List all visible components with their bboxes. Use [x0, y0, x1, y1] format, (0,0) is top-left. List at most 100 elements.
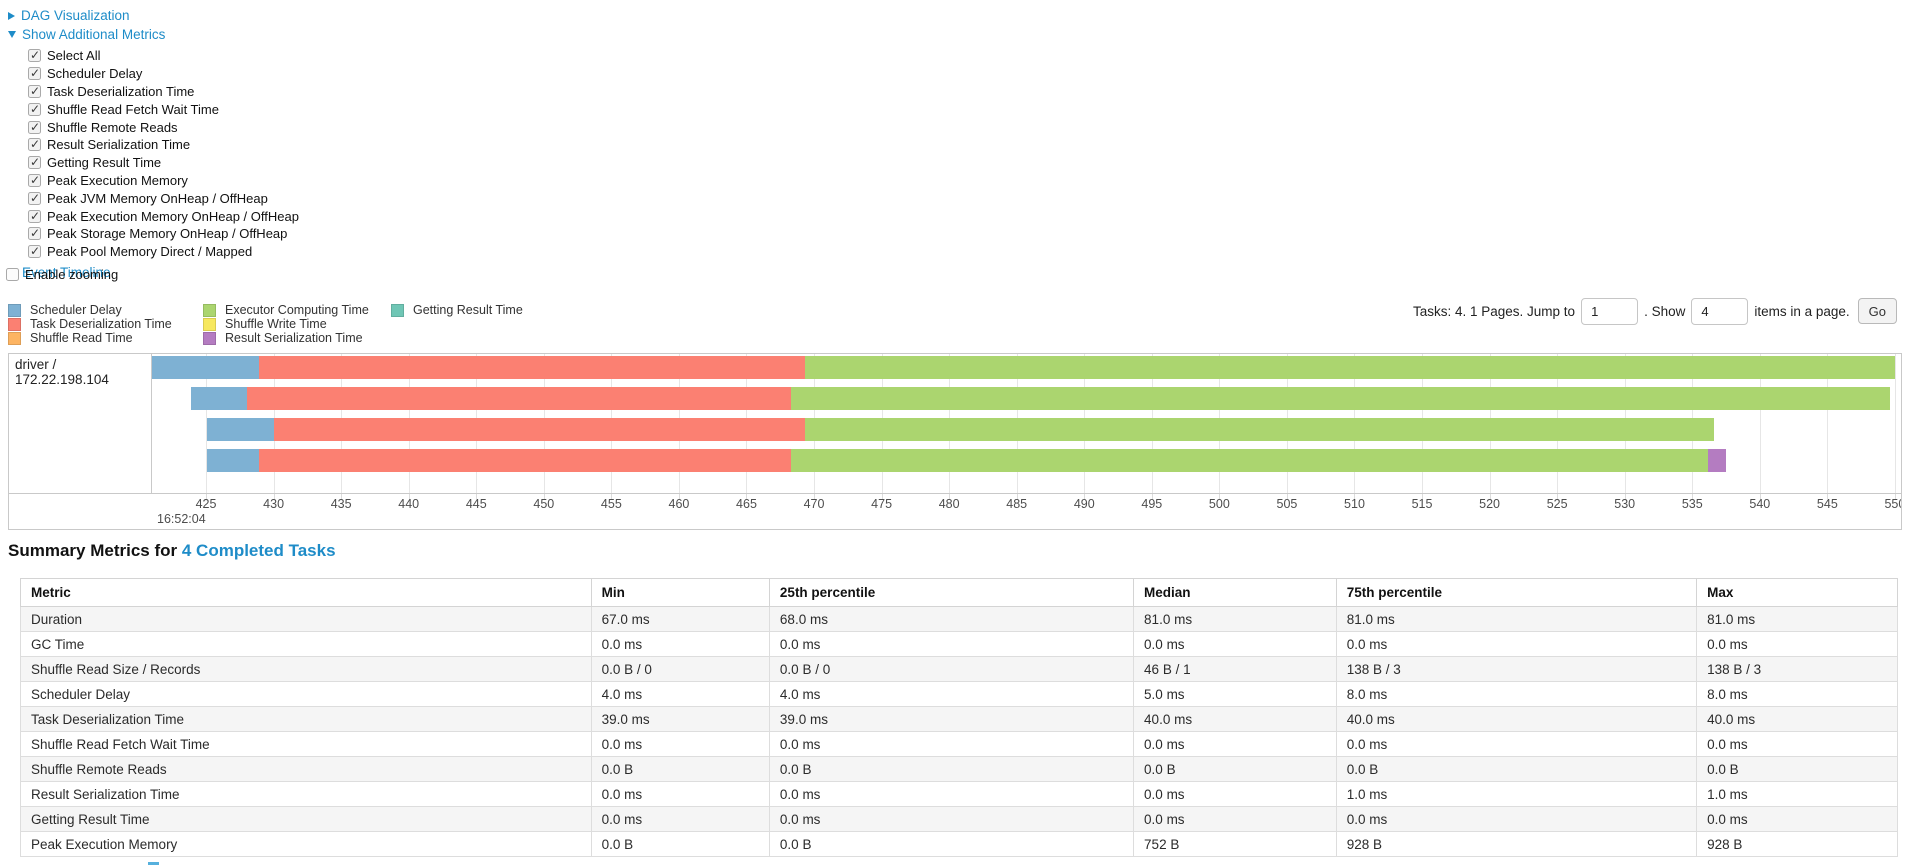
items-per-page-input[interactable] [1691, 297, 1749, 325]
enable-zooming-checkbox[interactable] [6, 268, 19, 282]
metric-name-cell: Shuffle Read Fetch Wait Time [20, 731, 592, 757]
checkbox-peak-jvm-memory-onheap-offheap[interactable] [28, 191, 41, 205]
axis-tick-label: 425 [195, 497, 217, 511]
metric-value-cell: 0.0 ms [1133, 731, 1337, 757]
summary-metrics-title: Summary Metrics for 4 Completed Tasks [8, 541, 336, 561]
checkbox-result-serialization-time[interactable] [28, 137, 41, 152]
summary-col-header-metric: Metric [20, 578, 592, 607]
summary-row-peak-execution-memory: Peak Execution Memory 0.0 B 0.0 B 752 B 928 … [20, 831, 1898, 857]
timeline-legend: Scheduler Delay Task Deserialization Time… [8, 303, 523, 346]
metric-name-cell: Getting Result Time [20, 806, 592, 832]
checkbox-label: Peak Execution Memory OnHeap / OffHeap [47, 208, 299, 224]
checkbox-label: Getting Result Time [47, 155, 162, 171]
metric-value-cell: 0.0 ms [590, 731, 770, 757]
legend-label: Shuffle Read Time [30, 331, 133, 346]
checkbox-label: Peak Storage Memory OnHeap / OffHeap [47, 226, 288, 242]
metric-value-cell: 39.0 ms [590, 706, 770, 732]
checkbox-getting-result-time[interactable] [28, 155, 41, 170]
axis-tick-label: 460 [668, 497, 690, 511]
summary-col-header-median: Median [1133, 578, 1337, 607]
checkbox-shuffle-remote-reads[interactable] [28, 120, 41, 134]
pagination-items-text: items in a page. [1754, 303, 1850, 319]
checkbox-label: Select All [47, 48, 101, 64]
checkbox-shuffle-read-fetch-wait-time[interactable] [28, 102, 41, 116]
metric-value-cell: 0.0 B [768, 756, 1135, 782]
task-bar-segment-executor_computing[interactable] [791, 449, 1709, 472]
checkbox-select-all[interactable] [28, 48, 41, 63]
metric-name-cell: Peak Execution Memory [20, 831, 592, 857]
task-bar-segment-scheduler_delay[interactable] [191, 387, 247, 410]
axis-tick-mark [408, 494, 410, 499]
show-additional-metrics-label[interactable]: Show Additional Metrics [22, 27, 166, 42]
dag-visualization-label[interactable]: DAG Visualization [21, 8, 130, 23]
summary-col-header-25th-percentile: 25th percentile [768, 578, 1135, 607]
dag-visualization-toggle[interactable]: DAG Visualization [8, 6, 299, 25]
metric-value-cell: 0.0 B [1335, 756, 1698, 782]
legend-label: Result Serialization Time [225, 331, 363, 346]
legend-column: Executor Computing Time Shuffle Write Tim… [203, 303, 391, 346]
checkbox-label: Shuffle Read Fetch Wait Time [47, 101, 219, 117]
timeline-group-label: driver / 172.22.198.104 [9, 354, 152, 493]
metric-value-cell: 40.0 ms [1133, 706, 1337, 732]
legend-item-task-deserialization-time: Task Deserialization Time [8, 317, 203, 331]
task-bar-segment-scheduler_delay[interactable] [152, 356, 259, 379]
timeline-time-axis: 425 430 435 440 445 450 455 460 465 470 475 480 485 4… [152, 493, 1901, 529]
go-button[interactable]: Go [1857, 298, 1897, 324]
checkbox-label: Result Serialization Time [47, 137, 191, 153]
axis-tick-label: 510 [1344, 497, 1365, 511]
task-bar-segment-executor_computing[interactable] [791, 387, 1890, 410]
axis-tick-label: 525 [1546, 497, 1568, 511]
gridline [1827, 354, 1829, 493]
metric-value-cell: 40.0 ms [1696, 706, 1898, 732]
task-bar-segment-executor_computing[interactable] [804, 356, 1895, 379]
checkbox-task-deserialization-time[interactable] [28, 84, 41, 98]
task-bar-segment-scheduler_delay[interactable] [207, 418, 274, 441]
task-bar-segment-task_deserialization[interactable] [258, 449, 792, 472]
axis-tick-mark [543, 494, 545, 499]
legend-label: Getting Result Time [413, 303, 523, 318]
metric-value-cell: 0.0 ms [1335, 631, 1698, 657]
axis-tick-label: 515 [1411, 497, 1433, 511]
task-bar-segment-task_deserialization[interactable] [246, 387, 792, 410]
task-bar-segment-result_serialization[interactable] [1708, 449, 1727, 472]
metric-checkbox-row: Shuffle Remote Reads [28, 118, 299, 136]
jump-to-page-input[interactable] [1581, 297, 1639, 325]
axis-tick-label: 535 [1681, 497, 1703, 511]
axis-tick-mark [678, 494, 680, 499]
checkbox-peak-execution-memory[interactable] [28, 173, 41, 187]
checkbox-peak-pool-memory-direct-mapped[interactable] [28, 244, 41, 259]
metric-value-cell: 0.0 ms [1133, 781, 1337, 807]
metric-value-cell: 81.0 ms [1696, 606, 1898, 632]
summary-row-shuffle-remote-reads: Shuffle Remote Reads 0.0 B 0.0 B 0.0 B 0.0 B… [20, 756, 1898, 782]
legend-column: Getting Result Time [391, 303, 523, 346]
clipped-next-section-sliver [148, 862, 159, 865]
metric-value-cell: 0.0 ms [590, 781, 770, 807]
show-additional-metrics-toggle[interactable]: Show Additional Metrics [8, 25, 299, 44]
metric-name-cell: Scheduler Delay [20, 681, 592, 707]
metric-value-cell: 0.0 ms [768, 731, 1135, 757]
axis-tick-label: 475 [871, 497, 893, 511]
metric-value-cell: 5.0 ms [1133, 681, 1337, 707]
summary-row-duration: Duration 67.0 ms 68.0 ms 81.0 ms 81.0 ms 81.0… [20, 606, 1898, 632]
metric-value-cell: 0.0 B [1133, 756, 1337, 782]
metric-checkbox-row: Result Serialization Time [28, 136, 299, 154]
task-bar-segment-task_deserialization[interactable] [258, 356, 805, 379]
task-lane-4 [152, 449, 1901, 472]
metric-checkbox-row: Peak JVM Memory OnHeap / OffHeap [28, 189, 299, 207]
axis-tick-mark [1422, 494, 1424, 499]
summary-row-shuffle-read-fetch-wait-time: Shuffle Read Fetch Wait Time 0.0 ms 0.0 ms… [20, 731, 1898, 757]
controls-section: DAG Visualization Show Additional Metric… [8, 6, 299, 282]
task-bar-segment-executor_computing[interactable] [804, 418, 1714, 441]
checkbox-peak-storage-memory-onheap-offheap[interactable] [28, 226, 41, 241]
summary-metrics-table: Metric Min 25th percentile Median 75th perce… [20, 578, 1898, 857]
axis-tick-mark [746, 494, 748, 499]
completed-tasks-link[interactable]: 4 Completed Tasks [181, 541, 336, 560]
task-bar-segment-scheduler_delay[interactable] [207, 449, 259, 472]
checkbox-peak-execution-memory-onheap-offheap[interactable] [28, 209, 41, 223]
task-bar-segment-task_deserialization[interactable] [273, 418, 805, 441]
axis-tick-mark [1827, 494, 1829, 499]
checkbox-scheduler-delay[interactable] [28, 66, 41, 81]
event-timeline-label[interactable]: Event Timeline [22, 264, 111, 280]
metric-name-cell: Shuffle Remote Reads [20, 756, 592, 782]
